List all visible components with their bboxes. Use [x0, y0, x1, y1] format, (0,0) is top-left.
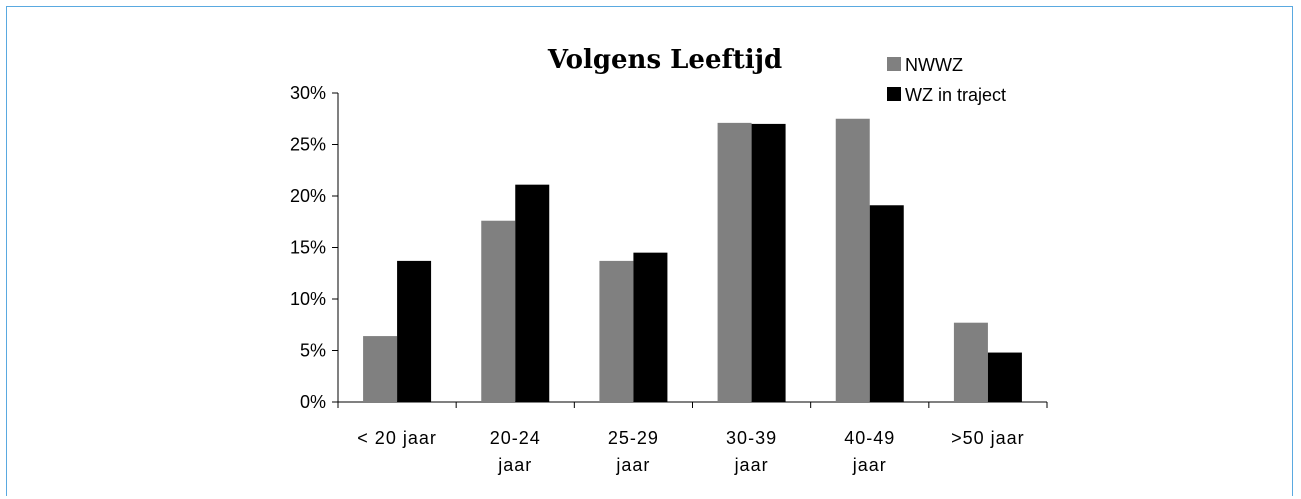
chart-frame [6, 6, 1293, 496]
chart-bars [363, 118, 1022, 403]
y-tick-label: 25% [290, 135, 326, 155]
bar-nwwz [481, 220, 516, 402]
y-tick-label: 15% [290, 238, 326, 258]
bar-wz-in-traject [633, 252, 668, 402]
legend-swatch [887, 57, 901, 71]
legend-label: NWWZ [905, 55, 963, 75]
bar-nwwz [363, 336, 398, 402]
y-tick-label: 20% [290, 186, 326, 206]
x-category-label: 40-49 [844, 428, 895, 448]
bar-nwwz [835, 118, 870, 402]
x-category-label: 30-39 [726, 428, 777, 448]
bar-wz-in-traject [515, 184, 550, 402]
y-tick-label: 30% [290, 83, 326, 103]
y-tick-label: 10% [290, 289, 326, 309]
x-category-label: jaar [852, 455, 887, 475]
bar-wz-in-traject [987, 352, 1022, 402]
x-category-label: 25-29 [608, 428, 659, 448]
y-tick-label: 0% [300, 392, 326, 412]
bar-nwwz [717, 122, 752, 403]
x-axis-labels: < 20 jaar 20-24 jaar 25-29 jaar 30-39 jaar 40-4… [357, 428, 1025, 475]
bar-nwwz [953, 322, 988, 402]
legend-label: WZ in traject [905, 85, 1006, 105]
x-category-label: < 20 jaar [357, 428, 437, 448]
x-category-label: jaar [497, 455, 532, 475]
x-category-label: jaar [734, 455, 769, 475]
bar-wz-in-traject [397, 260, 432, 402]
bar-wz-in-traject [869, 205, 904, 402]
legend-swatch [887, 87, 901, 101]
bar-wz-in-traject [751, 123, 786, 403]
chart-axes: 0% 5% 10% 15% 20% 25% 30% [290, 83, 1048, 412]
x-category-label: jaar [615, 455, 650, 475]
chart-title: Volgens Leeftijd [547, 45, 782, 75]
x-category-label: 20-24 [490, 428, 541, 448]
chart-legend: NWWZ WZ in traject [887, 55, 1006, 105]
x-category-label: >50 jaar [951, 428, 1025, 448]
bar-nwwz [599, 260, 634, 402]
y-tick-label: 5% [300, 341, 326, 361]
